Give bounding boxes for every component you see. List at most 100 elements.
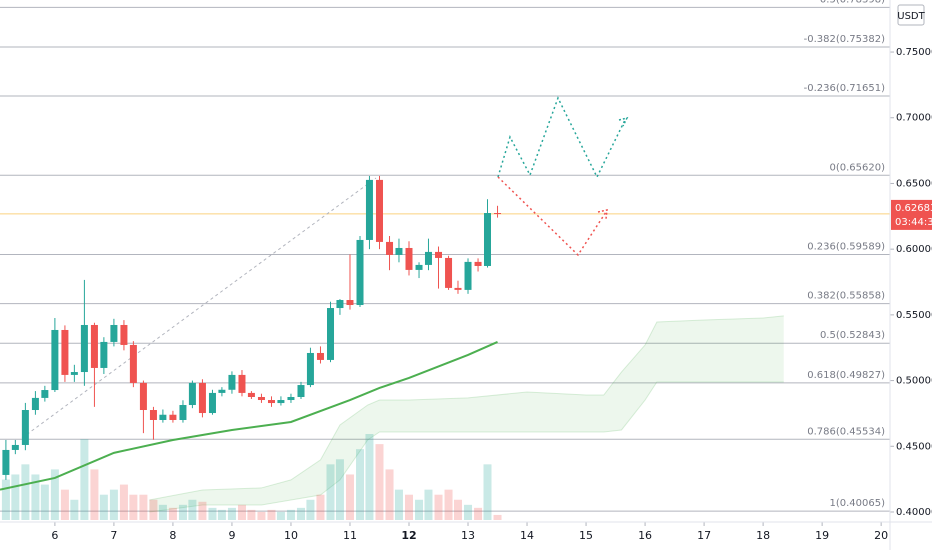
volume-bar: [217, 509, 226, 520]
volume-bar: [267, 509, 276, 520]
fib-trendline: [21, 177, 377, 439]
x-tick-label: 12: [401, 529, 416, 542]
candle-body: [445, 257, 453, 288]
candle-body: [51, 329, 59, 391]
x-tick-label: 15: [579, 529, 593, 542]
volume-bar: [385, 469, 394, 520]
candle-body: [238, 374, 246, 393]
volume-bar: [158, 504, 167, 520]
volume-bar: [80, 439, 89, 520]
volume-bar: [50, 469, 59, 520]
volume-bar: [119, 484, 128, 520]
candle-body: [277, 400, 285, 404]
candle-body: [169, 414, 177, 420]
volume-bar: [404, 494, 413, 520]
candle-body: [31, 397, 39, 411]
candle-body: [100, 341, 108, 368]
volume-bar: [326, 464, 335, 520]
fib-label: -0.236(0.71651): [804, 83, 885, 94]
candle-body: [149, 410, 157, 420]
candle-body: [494, 213, 502, 215]
volume-bar: [60, 489, 69, 520]
x-tick-label: 13: [461, 529, 475, 542]
currency-label: USDT: [897, 11, 925, 22]
candle-body: [179, 405, 187, 420]
volume-bar: [139, 494, 148, 520]
fib-label: 0.618(0.49827): [807, 370, 885, 381]
candle-body: [129, 344, 137, 383]
volume-bar: [99, 494, 108, 520]
fib-label: -0.382(0.75382): [804, 34, 885, 45]
fib-label: 0.786(0.45534): [807, 426, 885, 437]
moving-average: [0, 341, 498, 491]
volume-bar: [444, 489, 453, 520]
candle-body: [159, 414, 167, 420]
volume-bar: [109, 489, 118, 520]
x-tick-label: 16: [638, 529, 652, 542]
volume-bar: [464, 504, 473, 520]
volume-bar: [394, 489, 403, 520]
candle-body: [474, 261, 482, 266]
candle-body: [2, 449, 10, 475]
volume-bar: [296, 507, 305, 520]
candle-body: [41, 390, 49, 398]
volume-bar: [70, 499, 79, 520]
candle-body: [198, 382, 206, 414]
candle-body: [90, 324, 98, 368]
volume-bar: [31, 474, 40, 520]
cloud-fill: [149, 315, 784, 512]
candle-body: [316, 352, 324, 360]
candle-body: [386, 241, 394, 255]
projection-down-arrow: [597, 209, 608, 220]
candle-body: [120, 324, 128, 345]
volume-bar: [316, 494, 325, 520]
projection-up-arrow: [618, 116, 629, 127]
volume-bar: [227, 507, 236, 520]
candle-body: [483, 213, 491, 266]
volume-bar: [424, 489, 433, 520]
cloud-upper: [149, 315, 784, 501]
volume-bar: [365, 434, 374, 520]
volume-bar: [276, 511, 285, 520]
x-tick-label: 19: [815, 529, 829, 542]
candle-body: [70, 372, 78, 375]
x-tick-label: 10: [284, 529, 298, 542]
candle-body: [21, 410, 29, 445]
x-tick-label: 14: [520, 529, 534, 542]
candle-body: [267, 400, 275, 404]
x-tick-label: 9: [228, 529, 235, 542]
candle-body: [306, 352, 314, 386]
candle-body: [356, 239, 364, 306]
candle-body: [415, 264, 423, 270]
volume-bar: [21, 464, 30, 520]
projection-down: [497, 176, 607, 257]
candle-body: [228, 374, 236, 390]
candle-body: [365, 179, 373, 240]
volume-bar: [483, 464, 492, 520]
volume-bar: [474, 507, 483, 520]
projection-up: [497, 96, 626, 179]
volume-bar: [257, 511, 266, 520]
volume-bar: [434, 494, 443, 520]
volume-bar: [286, 509, 295, 520]
candle-body: [435, 251, 443, 258]
volume-bar: [1, 479, 10, 520]
candle-body: [424, 251, 432, 265]
volume-bar: [188, 499, 197, 520]
x-tick-label: 6: [51, 529, 58, 542]
volume-bar: [149, 499, 158, 520]
x-tick-label: 20: [874, 529, 888, 542]
candle-body: [257, 396, 265, 401]
fib-label: 1(0.40065): [829, 498, 885, 509]
candle-body: [218, 389, 226, 393]
fib-label: 0.236(0.59589): [807, 242, 885, 253]
candle-body: [405, 247, 413, 270]
fib-label: 0.382(0.55858): [807, 291, 885, 302]
back-layer: -0.5(0.78398) -0.382(0.75382) -0.236(0.716…: [0, 0, 890, 520]
candle-body: [11, 444, 19, 450]
